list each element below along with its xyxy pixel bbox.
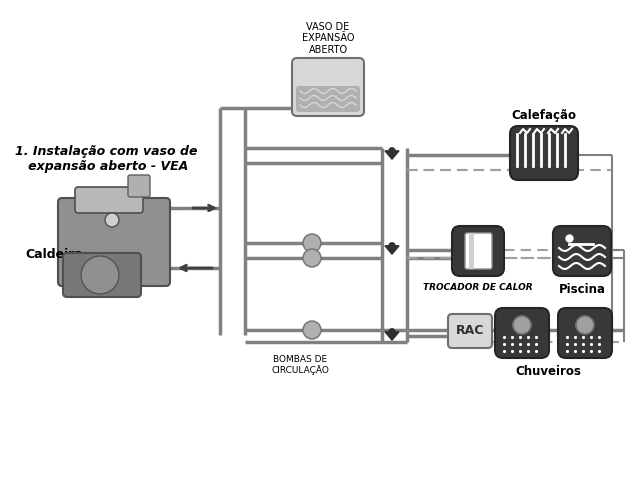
Polygon shape: [385, 332, 399, 340]
Polygon shape: [385, 151, 399, 159]
Text: Piscina: Piscina: [559, 283, 605, 296]
Circle shape: [303, 234, 321, 252]
FancyBboxPatch shape: [75, 187, 143, 213]
Text: VASO DE
EXPANSÃO
ABERTO: VASO DE EXPANSÃO ABERTO: [301, 22, 355, 55]
FancyBboxPatch shape: [292, 58, 364, 116]
Circle shape: [389, 243, 395, 249]
Text: RAC: RAC: [456, 324, 484, 337]
FancyBboxPatch shape: [510, 126, 578, 180]
FancyBboxPatch shape: [128, 175, 150, 197]
Text: Calefação: Calefação: [511, 109, 577, 122]
FancyBboxPatch shape: [465, 233, 492, 269]
Text: Chuveiros: Chuveiros: [515, 365, 581, 378]
FancyBboxPatch shape: [469, 233, 474, 269]
FancyBboxPatch shape: [58, 198, 170, 286]
Circle shape: [389, 329, 395, 335]
Text: BOMBAS DE
CIRCULAÇÃO: BOMBAS DE CIRCULAÇÃO: [271, 355, 329, 375]
FancyBboxPatch shape: [63, 253, 141, 297]
FancyBboxPatch shape: [448, 314, 492, 348]
Text: Caldeira: Caldeira: [25, 249, 83, 262]
Text: 1. Instalação com vaso de
   expansão aberto - VEA: 1. Instalação com vaso de expansão abert…: [15, 145, 198, 173]
Circle shape: [105, 213, 119, 227]
FancyBboxPatch shape: [495, 308, 549, 358]
FancyBboxPatch shape: [452, 226, 504, 276]
FancyBboxPatch shape: [558, 308, 612, 358]
Circle shape: [576, 316, 594, 334]
Text: TROCADOR DE CALOR: TROCADOR DE CALOR: [423, 283, 533, 292]
Circle shape: [303, 249, 321, 267]
Polygon shape: [385, 246, 399, 254]
Circle shape: [513, 316, 531, 334]
Circle shape: [389, 148, 395, 154]
FancyBboxPatch shape: [296, 86, 360, 112]
Circle shape: [81, 256, 119, 294]
FancyBboxPatch shape: [553, 226, 611, 276]
Circle shape: [303, 321, 321, 339]
